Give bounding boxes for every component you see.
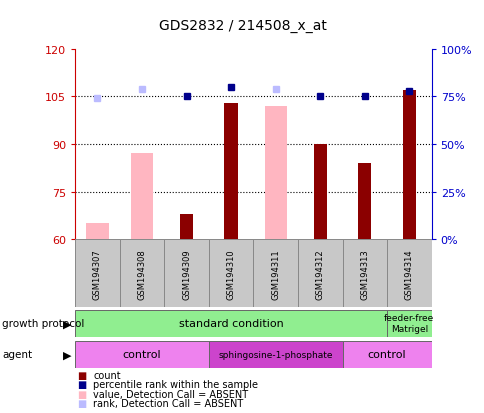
Text: percentile rank within the sample: percentile rank within the sample: [93, 380, 257, 389]
Text: standard condition: standard condition: [179, 318, 283, 328]
Bar: [86, 224, 108, 240]
FancyBboxPatch shape: [342, 240, 386, 308]
FancyBboxPatch shape: [386, 310, 431, 337]
Bar: [402, 91, 415, 240]
FancyBboxPatch shape: [386, 240, 431, 308]
Text: ■: ■: [77, 389, 87, 399]
FancyBboxPatch shape: [342, 341, 431, 368]
Text: growth protocol: growth protocol: [2, 318, 85, 328]
Bar: [357, 164, 371, 240]
Text: GDS2832 / 214508_x_at: GDS2832 / 214508_x_at: [158, 19, 326, 33]
FancyBboxPatch shape: [120, 240, 164, 308]
FancyBboxPatch shape: [75, 310, 386, 337]
FancyBboxPatch shape: [297, 240, 342, 308]
Bar: [180, 214, 193, 240]
Text: GSM194308: GSM194308: [137, 248, 146, 299]
FancyBboxPatch shape: [164, 240, 209, 308]
Text: ▶: ▶: [62, 349, 71, 359]
Text: GSM194312: GSM194312: [315, 248, 324, 299]
Text: ▶: ▶: [62, 318, 71, 328]
Text: agent: agent: [2, 349, 32, 359]
Text: control: control: [122, 349, 161, 359]
Text: GSM194307: GSM194307: [93, 248, 102, 299]
FancyBboxPatch shape: [209, 341, 342, 368]
Bar: [131, 154, 153, 240]
Text: count: count: [93, 370, 121, 380]
FancyBboxPatch shape: [75, 240, 120, 308]
Text: value, Detection Call = ABSENT: value, Detection Call = ABSENT: [93, 389, 248, 399]
Text: GSM194314: GSM194314: [404, 248, 413, 299]
FancyBboxPatch shape: [209, 240, 253, 308]
Text: feeder-free
Matrigel: feeder-free Matrigel: [383, 314, 434, 333]
Bar: [313, 145, 326, 240]
Text: GSM194309: GSM194309: [182, 248, 191, 299]
Text: GSM194310: GSM194310: [226, 248, 235, 299]
Bar: [224, 103, 237, 240]
Text: GSM194313: GSM194313: [360, 248, 368, 299]
Text: sphingosine-1-phosphate: sphingosine-1-phosphate: [218, 350, 332, 359]
Text: ■: ■: [77, 399, 87, 408]
Text: control: control: [367, 349, 406, 359]
FancyBboxPatch shape: [253, 240, 297, 308]
FancyBboxPatch shape: [75, 341, 209, 368]
Text: ■: ■: [77, 380, 87, 389]
Text: GSM194311: GSM194311: [271, 248, 280, 299]
Text: rank, Detection Call = ABSENT: rank, Detection Call = ABSENT: [93, 399, 243, 408]
Bar: [264, 107, 286, 240]
Text: ■: ■: [77, 370, 87, 380]
